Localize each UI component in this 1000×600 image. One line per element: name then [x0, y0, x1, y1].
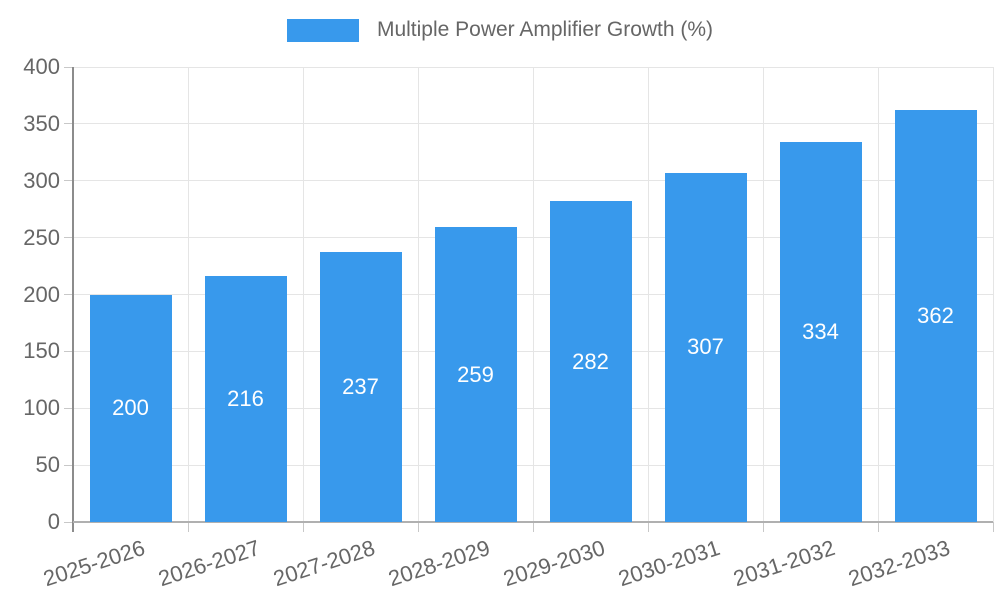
- bar-value-label: 216: [227, 386, 264, 412]
- y-axis-label: 400: [23, 54, 60, 79]
- y-axis-label: 0: [47, 509, 60, 534]
- y-axis-label: 150: [23, 338, 60, 364]
- gridline-vertical: [762, 67, 764, 522]
- bar-value-label: 259: [457, 361, 494, 387]
- y-axis-tick: [64, 123, 73, 125]
- y-axis-tick: [64, 521, 73, 523]
- bar[interactable]: 334: [779, 142, 862, 522]
- bar-value-label: 237: [342, 374, 379, 400]
- x-axis-tick: [417, 522, 419, 532]
- bar-value-label: 334: [802, 319, 839, 345]
- y-axis-tick: [64, 350, 73, 352]
- y-axis-tick: [64, 464, 73, 466]
- x-axis-tick: [877, 522, 879, 532]
- gridline-vertical: [647, 67, 649, 522]
- x-axis-label: 2032-2033: [845, 535, 954, 592]
- x-axis-tick: [992, 522, 994, 532]
- bar[interactable]: 307: [664, 172, 747, 522]
- gridline-vertical: [302, 67, 304, 522]
- bar[interactable]: 200: [89, 294, 172, 522]
- y-axis-tick: [64, 66, 73, 68]
- y-axis-line: [72, 67, 74, 532]
- gridline-vertical: [877, 67, 879, 522]
- x-axis-tick: [302, 522, 304, 532]
- legend-label: Multiple Power Amplifier Growth (%): [376, 18, 714, 41]
- x-axis-tick: [532, 522, 534, 532]
- x-axis-label: 2031-2032: [730, 535, 839, 592]
- bar-value-label: 200: [112, 395, 149, 421]
- y-axis-label: 250: [23, 224, 60, 250]
- y-axis-tick: [64, 294, 73, 295]
- x-axis-tick: [187, 522, 189, 532]
- gridline-vertical: [532, 67, 534, 522]
- bar-value-label: 307: [687, 334, 724, 360]
- y-axis-label: 300: [23, 167, 60, 193]
- x-axis-line: [73, 521, 993, 523]
- bar-value-label: 282: [572, 348, 609, 374]
- bar[interactable]: 216: [204, 276, 287, 522]
- bar[interactable]: 237: [319, 252, 402, 522]
- y-axis-label: 50: [35, 452, 60, 478]
- x-axis-label: 2029-2030: [500, 535, 609, 592]
- y-axis-tick: [64, 237, 73, 239]
- bar-value-label: 362: [917, 303, 954, 329]
- bar[interactable]: 259: [434, 227, 517, 522]
- gridline-vertical: [187, 67, 189, 522]
- y-axis-label: 350: [23, 110, 60, 136]
- x-axis-tick: [762, 522, 764, 532]
- gridline-vertical: [992, 67, 994, 522]
- x-axis-label: 2025-2026: [40, 535, 149, 592]
- bar[interactable]: 282: [549, 201, 632, 522]
- bar[interactable]: 362: [894, 110, 977, 522]
- x-axis-label: 2030-2031: [615, 535, 724, 592]
- x-axis-tick: [647, 522, 649, 532]
- x-axis-label: 2027-2028: [270, 535, 379, 592]
- y-axis-label: 200: [23, 281, 60, 307]
- y-axis-label: 100: [23, 395, 60, 421]
- gridline-vertical: [417, 67, 419, 522]
- y-axis-tick: [64, 180, 73, 182]
- x-axis-label: 2026-2027: [155, 535, 264, 592]
- legend[interactable]: Multiple Power Amplifier Growth (%): [0, 12, 1000, 48]
- legend-swatch: [286, 18, 359, 42]
- x-axis-label: 2028-2029: [385, 535, 494, 592]
- y-axis-tick: [64, 407, 73, 409]
